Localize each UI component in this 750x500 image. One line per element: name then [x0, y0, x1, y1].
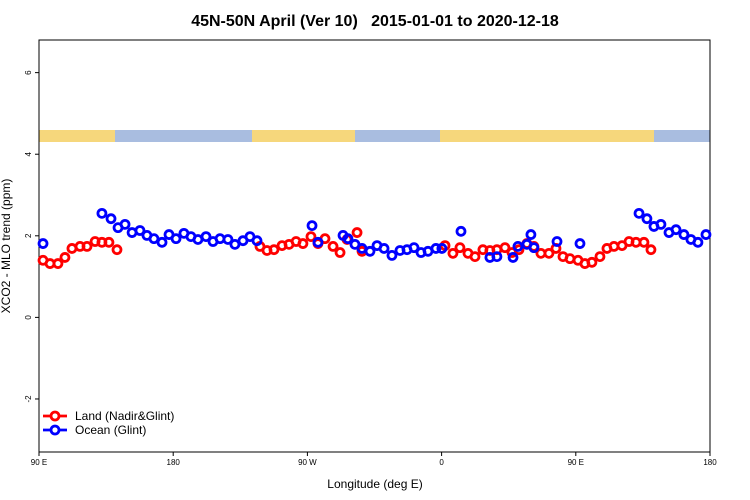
- data-point: [37, 238, 49, 249]
- map-strip: [39, 130, 710, 142]
- data-point: [700, 229, 712, 240]
- data-point: [342, 233, 354, 245]
- data-point: [586, 256, 598, 268]
- data-point: [200, 231, 212, 243]
- data-point: [351, 227, 363, 238]
- data-point: [633, 207, 645, 219]
- x-tick-label: 90 W: [298, 458, 317, 467]
- data-point: [594, 251, 606, 263]
- y-tick-label: 4: [24, 151, 33, 156]
- data-point: [105, 213, 117, 225]
- data-point: [386, 249, 398, 261]
- x-tick-label: 90 E: [31, 458, 47, 467]
- x-tick-label: 90 E: [568, 458, 584, 467]
- x-tick-label: 180: [703, 458, 717, 467]
- land-strip: [440, 130, 654, 142]
- data-point: [408, 242, 420, 254]
- data-point: [119, 218, 131, 230]
- data-point: [551, 236, 563, 247]
- legend-swatch: [49, 410, 61, 422]
- data-point: [305, 231, 317, 243]
- x-tick-label: 0: [439, 458, 444, 467]
- data-point: [297, 238, 309, 249]
- data-point: [528, 242, 540, 254]
- land-strip: [252, 130, 355, 142]
- y-tick-label: 0: [24, 315, 33, 320]
- legend-swatch: [49, 424, 61, 436]
- data-point: [436, 243, 448, 254]
- data-point: [499, 242, 511, 254]
- data-point: [670, 224, 682, 236]
- data-point: [454, 242, 466, 254]
- x-tick-label: 180: [167, 458, 181, 467]
- data-point: [645, 244, 657, 256]
- data-point: [364, 245, 376, 257]
- y-tick-label: 2: [24, 233, 33, 238]
- data-point: [327, 241, 339, 252]
- data-point: [641, 213, 653, 225]
- data-point: [543, 247, 555, 259]
- y-tick-label: -2: [24, 395, 33, 403]
- data-point: [148, 233, 160, 245]
- data-point: [134, 225, 146, 236]
- data-point: [111, 244, 123, 256]
- chart-title: 45N-50N April (Ver 10) 2015-01-01 to 202…: [191, 13, 559, 30]
- legend-label: Land (Nadir&Glint): [75, 409, 174, 423]
- data-point: [251, 235, 263, 247]
- land-strip: [39, 130, 115, 142]
- data-point: [306, 220, 318, 232]
- data-point: [678, 229, 690, 240]
- data-point: [268, 244, 280, 256]
- data-point: [334, 247, 346, 258]
- data-point: [655, 218, 667, 230]
- data-point: [170, 233, 182, 245]
- y-axis-label: XCO2 - MLO trend (ppm): [0, 179, 13, 314]
- data-point: [574, 238, 586, 249]
- data-point: [156, 236, 168, 248]
- data-point: [491, 251, 503, 263]
- data-point: [59, 252, 71, 263]
- data-point: [52, 258, 64, 269]
- data-point: [638, 236, 650, 248]
- data-point: [430, 243, 442, 254]
- data-point: [312, 236, 324, 248]
- data-point: [447, 247, 459, 259]
- data-point: [96, 207, 108, 219]
- legend-label: Ocean (Glint): [75, 423, 146, 437]
- data-point: [378, 243, 390, 254]
- data-point: [103, 236, 115, 248]
- data-point: [692, 236, 704, 248]
- data-point: [222, 234, 234, 245]
- y-tick-label: 6: [24, 70, 33, 75]
- data-point: [469, 251, 481, 263]
- data-point: [81, 241, 93, 252]
- x-axis-label: Longitude (deg E): [327, 477, 422, 491]
- data-point: [229, 238, 241, 250]
- data-point: [455, 225, 467, 237]
- data-point: [507, 252, 519, 263]
- data-point: [525, 229, 537, 240]
